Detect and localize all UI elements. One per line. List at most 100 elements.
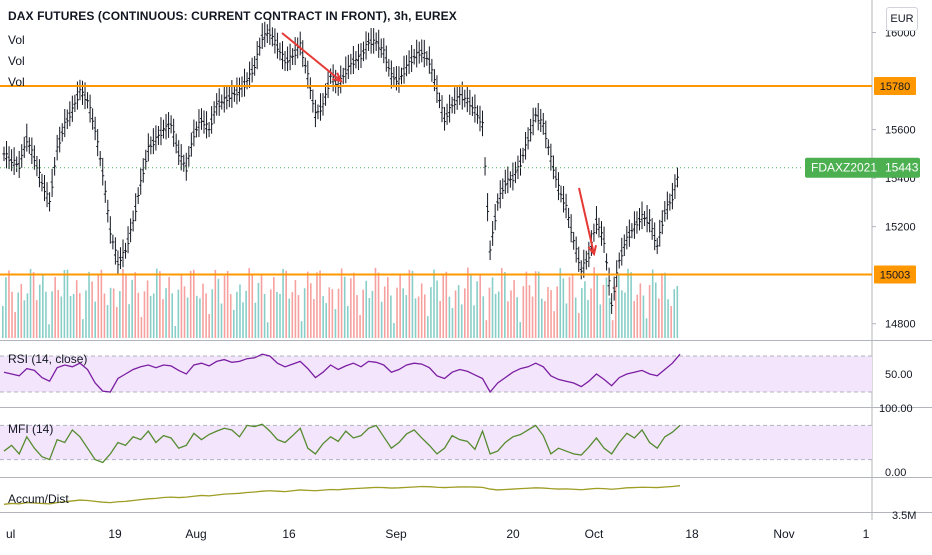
volume-bar [371,290,374,338]
volume-bar [85,290,87,338]
volume-label-2[interactable]: Vol [8,54,25,68]
volume-bar [411,270,414,338]
volume-bar [534,271,537,338]
volume-bar [313,299,315,338]
volume-bar [599,304,602,338]
volume-bar [119,291,121,338]
volume-bar [288,298,291,338]
mfi-axis-label-bottom: 0.00 [885,467,906,479]
volume-bar [491,277,494,338]
time-tick-label: ul [6,527,15,541]
volume-bar [507,301,509,338]
volume-bar [402,288,404,338]
volume-bar [584,281,586,338]
volume-bar [553,311,555,338]
volume-bar [26,293,29,338]
volume-bar [562,278,565,338]
volume-bar [260,274,263,338]
volume-bar [383,286,386,338]
last-price-label: 15443 [885,161,919,175]
volume-bar [162,299,164,338]
volume-bar [291,292,294,338]
volume-bar [236,291,238,338]
volume-bar [140,317,143,338]
volume-bar [300,321,303,338]
time-tick-label: 19 [108,527,122,541]
volume-bar [5,277,7,338]
volume-bar [14,311,16,338]
volume-bar [174,326,177,338]
volume-bar [356,295,358,338]
volume-bar [57,289,60,338]
symbol-title[interactable]: DAX FUTURES (CONTINUOUS: CURRENT CONTRAC… [8,9,457,23]
volume-bar [165,288,167,338]
volume-bar [541,298,543,338]
volume-bar [72,294,75,338]
volume-bar [537,271,540,338]
volume-bar [648,285,651,338]
volume-bar [20,283,23,338]
volume-bar [451,307,454,338]
volume-bar [482,296,485,338]
volume-bar [630,272,632,338]
volume-bar [54,276,56,338]
volume-bar [2,306,4,338]
volume-bar [137,292,140,338]
volume-bar [590,288,592,338]
volume-bar [122,268,124,338]
volume-bar [51,291,53,338]
volume-bar [60,296,63,338]
volume-bar [149,295,152,338]
volume-bar [171,293,173,338]
volume-bar [23,300,26,338]
volume-label-1[interactable]: Vol [8,33,25,47]
volume-bar [608,297,611,338]
volume-bar [377,272,380,338]
volume-bar [464,288,466,338]
rsi-axis-label: 50.00 [885,369,913,381]
time-tick-label: 18 [685,527,699,541]
volume-bar [115,307,118,338]
volume-bar [427,316,429,338]
volume-bar [587,299,589,338]
volume-bar [667,299,669,338]
volume-bar [399,274,401,338]
rsi-pane-label[interactable]: RSI (14, close) [8,352,88,366]
volume-bar [547,287,549,338]
volume-bar [75,280,78,338]
volume-bar [91,281,93,338]
volume-bar [368,297,371,338]
volume-bar [269,289,272,338]
volume-bar [497,291,500,338]
volume-bar [658,298,660,338]
volume-bar [29,268,32,338]
volume-bar [125,275,127,338]
mfi-pane-label[interactable]: MFI (14) [8,422,54,436]
trend-arrow-1[interactable] [281,32,342,82]
volume-bar [183,286,186,338]
volume-bar [106,304,109,338]
volume-bar [627,268,629,338]
trend-arrow-2[interactable] [578,187,595,255]
volume-bar [276,291,278,338]
volume-bar [17,292,19,338]
volume-bar [457,285,460,338]
volume-bar [442,274,445,338]
volume-bar [109,287,112,338]
volume-bar [605,277,608,338]
level-price-label: 15780 [880,81,911,93]
volume-bar [618,274,620,338]
last-price-tag[interactable] [805,157,920,178]
time-tick-label: 16 [282,527,296,541]
volume-bar [146,280,149,338]
volume-bar [633,301,635,338]
accum-dist-pane-label[interactable]: Accum/Dist [8,492,69,506]
volume-bar [343,276,346,338]
volume-bar [239,284,241,338]
volume-bar [254,302,257,338]
volume-label-3[interactable]: Vol [8,75,25,89]
volume-bar [365,280,368,338]
currency-button[interactable]: EUR [886,7,918,31]
